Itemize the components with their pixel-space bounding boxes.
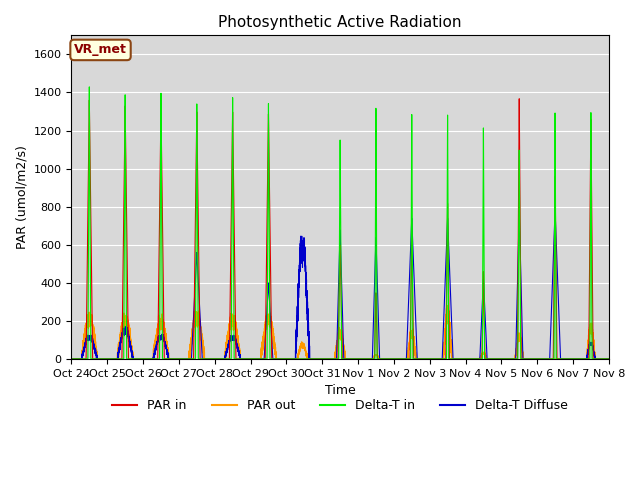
PAR in bbox=[499, 356, 507, 362]
Title: Photosynthetic Active Radiation: Photosynthetic Active Radiation bbox=[218, 15, 462, 30]
X-axis label: Time: Time bbox=[324, 384, 355, 397]
PAR out bbox=[507, 356, 515, 362]
Line: Delta-T Diffuse: Delta-T Diffuse bbox=[72, 211, 609, 359]
Delta-T in bbox=[472, 356, 479, 362]
PAR out bbox=[499, 356, 507, 362]
Delta-T in bbox=[605, 356, 612, 362]
Delta-T Diffuse bbox=[68, 356, 76, 362]
Delta-T in bbox=[95, 356, 103, 362]
Delta-T Diffuse bbox=[499, 356, 507, 362]
Line: PAR in: PAR in bbox=[72, 99, 609, 359]
PAR out bbox=[605, 356, 612, 362]
Legend: PAR in, PAR out, Delta-T in, Delta-T Diffuse: PAR in, PAR out, Delta-T in, Delta-T Dif… bbox=[108, 395, 573, 418]
Delta-T in bbox=[411, 356, 419, 362]
PAR out bbox=[68, 356, 76, 362]
PAR in bbox=[472, 356, 479, 362]
Y-axis label: PAR (umol/m2/s): PAR (umol/m2/s) bbox=[15, 145, 28, 249]
PAR out bbox=[95, 356, 103, 362]
PAR in bbox=[507, 356, 515, 362]
Delta-T in bbox=[86, 84, 93, 90]
Delta-T Diffuse bbox=[486, 356, 493, 362]
PAR out bbox=[472, 356, 479, 362]
Delta-T in bbox=[507, 356, 515, 362]
Delta-T in bbox=[68, 356, 76, 362]
PAR in bbox=[515, 96, 523, 102]
PAR out bbox=[444, 302, 451, 308]
Delta-T Diffuse bbox=[507, 356, 515, 362]
PAR out bbox=[486, 356, 493, 362]
Delta-T Diffuse bbox=[605, 356, 612, 362]
PAR in bbox=[411, 356, 419, 362]
Text: VR_met: VR_met bbox=[74, 43, 127, 57]
Line: Delta-T in: Delta-T in bbox=[72, 87, 609, 359]
Delta-T Diffuse bbox=[551, 208, 559, 214]
Delta-T Diffuse bbox=[95, 356, 103, 362]
PAR in bbox=[486, 356, 493, 362]
PAR in bbox=[95, 356, 103, 362]
Delta-T in bbox=[486, 356, 493, 362]
PAR in bbox=[68, 356, 76, 362]
PAR out bbox=[411, 341, 419, 347]
Line: PAR out: PAR out bbox=[72, 305, 609, 359]
PAR in bbox=[605, 356, 612, 362]
Delta-T Diffuse bbox=[411, 286, 419, 292]
Delta-T Diffuse bbox=[472, 356, 479, 362]
Delta-T in bbox=[499, 356, 507, 362]
